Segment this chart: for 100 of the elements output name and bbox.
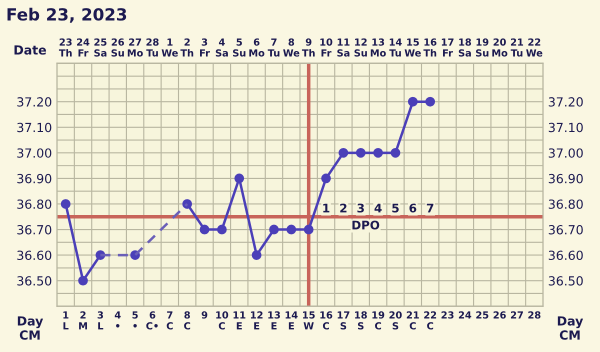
x2-tick-label: 14 Tu — [389, 38, 402, 57]
y2-tick-label: 36.70 — [548, 225, 583, 234]
x2-tick-label: 2 Th — [180, 38, 194, 56]
x-tick-label: 28 — [528, 311, 540, 319]
x-tick-label: 26 — [494, 311, 506, 319]
annotation: 1 — [323, 204, 330, 212]
x2-tick-label: 27 Mo — [128, 38, 143, 57]
x-axis-title: Day CM — [18, 316, 44, 340]
x2-tick-label: 19 Su — [476, 38, 488, 57]
y2-tick-label: 37.20 — [548, 97, 583, 107]
annotation: 4 — [374, 204, 382, 212]
x2-tick-label: 9 Th — [302, 38, 315, 56]
point — [234, 174, 244, 184]
x-tick-label: 3 L — [98, 311, 104, 330]
point — [286, 224, 296, 234]
y-tick-label: 36.80 — [17, 199, 52, 209]
x-tick-label: 23 — [442, 311, 454, 319]
x2-tick-label: 6 Mo — [249, 38, 264, 57]
x-tick-label: 12 E — [250, 311, 263, 330]
x-tick-label: 5 • — [132, 311, 138, 328]
x2-tick-label: 18 Sa — [458, 38, 472, 57]
x-tick-label: 4 • — [114, 311, 121, 328]
x2-tick-label: 21 Tu — [510, 38, 524, 57]
x2-tick-label: 22 We — [526, 38, 542, 57]
point — [304, 224, 314, 234]
x2-tick-label: 16 Th — [423, 38, 436, 56]
x2-tick-label: 25 Sa — [94, 38, 106, 57]
point — [78, 276, 88, 286]
point — [60, 199, 71, 209]
x2-tick-label: 7 Tu — [268, 38, 280, 57]
x2-tick-label: 10 Fr — [320, 38, 332, 56]
x2-tick-label: 26 Su — [111, 38, 124, 57]
point — [408, 96, 418, 107]
x-tick-label: 14 E — [286, 311, 298, 330]
x-tick-label: 10 C — [216, 311, 228, 330]
point — [321, 174, 331, 184]
y-tick-label: 37.20 — [17, 97, 52, 107]
x-tick-label: 9 — [202, 311, 208, 319]
x-tick-label: 8 C — [184, 311, 190, 330]
x2-tick-label: 17 Fr — [442, 38, 454, 56]
x-tick-label: 15 W — [303, 311, 315, 330]
y2-tick-label: 36.50 — [548, 276, 583, 286]
y2-tick-label: 37.00 — [548, 148, 583, 158]
annotation: 7 — [426, 204, 434, 212]
point — [252, 250, 262, 260]
chart-title: Feb 23, 2023 — [8, 8, 126, 23]
x2-tick-label: 15 We — [404, 38, 421, 57]
x2-tick-label: 13 Mo — [370, 38, 386, 57]
y2-tick-label: 37.10 — [548, 122, 583, 132]
x2-tick-label: 5 Su — [232, 38, 246, 57]
y-tick-label: 37.00 — [17, 148, 52, 158]
x-tick-label: 1 L — [63, 311, 69, 330]
y-tick-label: 36.50 — [17, 276, 52, 286]
x-tick-label: 13 E — [268, 311, 280, 330]
annotation: 3 — [357, 204, 364, 213]
x-tick-label: 2 M — [79, 311, 87, 330]
x-tick-label: 21 C — [406, 311, 419, 330]
x2-tick-label: 12 Su — [354, 38, 367, 57]
y2-tick-label: 36.80 — [548, 199, 583, 209]
x-tick-label: 16 C — [320, 311, 332, 330]
x2-tick-label: 11 Sa — [337, 38, 350, 57]
x2-tick-label: 1 We — [162, 38, 178, 57]
y2-tick-label: 36.60 — [548, 250, 583, 260]
text: Day CM — [558, 316, 584, 340]
x2-tick-label: 3 Fr — [200, 38, 210, 56]
x2-tick-label: 20 Mo — [492, 38, 508, 57]
x2-tick-label: 24 Fr — [77, 38, 90, 56]
x-tick-label: 7 C — [166, 311, 173, 330]
point — [356, 148, 366, 158]
y2-tick-label: 36.90 — [548, 174, 583, 184]
x-tick-label: 19 C — [372, 311, 384, 330]
point — [373, 148, 383, 158]
point — [338, 148, 348, 158]
x-tick-label: 6 C• — [146, 311, 158, 330]
point — [217, 224, 227, 234]
annotation: 6 — [409, 204, 416, 213]
point — [200, 224, 210, 234]
point — [390, 148, 400, 158]
x2-tick-label: 23 Th — [58, 38, 72, 56]
point — [425, 96, 436, 107]
annotation: 2 — [340, 204, 346, 212]
y-tick-label: 36.70 — [17, 225, 52, 234]
x-tick-label: 22 C — [424, 311, 436, 330]
annotation: 5 — [392, 204, 399, 213]
x2-tick-label: 28 Tu — [146, 38, 159, 57]
x-tick-label: 17 S — [338, 311, 350, 330]
x-tick-label: 24 — [458, 311, 472, 318]
x-tick-label: 27 — [510, 311, 523, 318]
x2-tick-label: 4 Sa — [216, 38, 228, 57]
x-tick-label: 25 — [476, 311, 488, 319]
x-tick-label: 20 S — [389, 311, 402, 330]
x-tick-label: 11 E — [234, 311, 246, 330]
x2-tick-label: 8 We — [283, 38, 300, 57]
y-tick-label: 36.90 — [17, 174, 52, 184]
x-tick-label: 18 S — [355, 311, 367, 330]
point — [269, 224, 279, 234]
x2-axis-title: Date — [14, 45, 46, 55]
y-tick-label: 37.10 — [17, 122, 52, 132]
annotation: DPO — [352, 220, 380, 230]
y-tick-label: 36.60 — [17, 250, 52, 260]
